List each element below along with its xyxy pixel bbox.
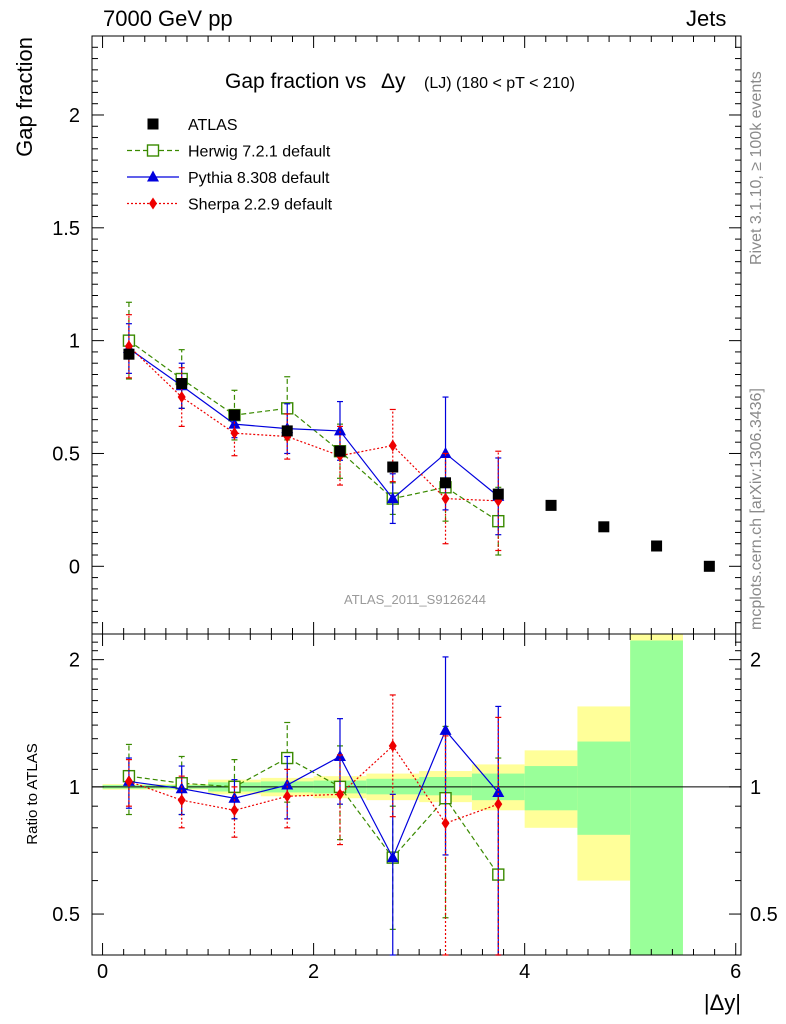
data-point-atlas bbox=[228, 409, 240, 421]
x-tick-label: 2 bbox=[308, 961, 319, 983]
ratio-point-pythia-8-308-default bbox=[281, 778, 294, 790]
legend-marker-pythia-8-308-default bbox=[147, 170, 159, 182]
x-tick-label: 4 bbox=[519, 961, 530, 983]
legend-label-pythia-8-308-default: Pythia 8.308 default bbox=[188, 170, 330, 187]
y-tick-label: 0 bbox=[69, 556, 80, 578]
series-marks bbox=[122, 301, 715, 956]
legend-marker-sherpa-2-2-9-default bbox=[149, 197, 157, 210]
axis-ticks: 0 2 4 6 0 0.5 1 1.5 2 0.5 0.5 1 1 2 2 bbox=[52, 36, 778, 983]
chart-title-main: Gap fraction vs bbox=[225, 70, 366, 93]
data-point-pythia-8-308-default bbox=[333, 424, 346, 436]
legend-marker-herwig-7-2-1-default bbox=[146, 144, 160, 157]
series-atlas bbox=[123, 348, 715, 572]
ratio-point-sherpa-2-2-9-default bbox=[124, 775, 133, 788]
ratio-plot-frame bbox=[91, 633, 742, 956]
ratio-band-green bbox=[630, 640, 683, 955]
mcplots-label: mcplots.cern.ch [arXiv:1306.3436] bbox=[748, 388, 765, 630]
data-point-atlas bbox=[387, 461, 399, 473]
y-tick-label: 1 bbox=[69, 331, 80, 353]
analysis-id-label: ATLAS_2011_S9126244 bbox=[344, 592, 486, 607]
data-point-atlas bbox=[651, 540, 663, 552]
ratio-point-pythia-8-308-default bbox=[492, 785, 505, 797]
ratio-y-tick-label-right: 1 bbox=[750, 777, 761, 799]
data-point-atlas bbox=[545, 499, 557, 511]
ratio-y-tick-label: 2 bbox=[69, 650, 80, 672]
data-point-atlas bbox=[176, 378, 188, 390]
ratio-line-herwig-7-2-1-default bbox=[128, 757, 499, 875]
data-point-atlas bbox=[281, 425, 293, 437]
ratio-line-pythia-8-308-default bbox=[128, 729, 499, 860]
x-tick-label: 6 bbox=[730, 961, 741, 983]
ratio-point-sherpa-2-2-9-default bbox=[230, 804, 239, 817]
ratio-point-sherpa-2-2-9-default bbox=[441, 817, 450, 830]
ratio-point-sherpa-2-2-9-default bbox=[283, 790, 292, 803]
data-point-pythia-8-308-default bbox=[439, 446, 452, 458]
data-point-sherpa-2-2-9-default bbox=[177, 391, 186, 404]
ratio-y-tick-label: 1 bbox=[69, 777, 80, 799]
series-line-pythia-8-308-default bbox=[128, 348, 499, 500]
ratio-band-green bbox=[524, 766, 578, 811]
header-right-label: Jets bbox=[686, 6, 727, 31]
plot-frames bbox=[91, 35, 742, 956]
data-point-atlas bbox=[598, 521, 610, 533]
legend-label-atlas: ATLAS bbox=[188, 117, 238, 134]
y-tick-label: 0.5 bbox=[52, 443, 80, 465]
data-point-atlas bbox=[703, 560, 715, 572]
ratio-point-pythia-8-308-default bbox=[386, 851, 399, 863]
header-left-label: 7000 GeV pp bbox=[103, 6, 233, 31]
rivet-label: Rivet 3.1.10, ≥ 100k events bbox=[748, 71, 765, 265]
legend: ATLAS Herwig 7.2.1 default Pythia 8.308 de… bbox=[127, 117, 333, 214]
legend-marker-atlas bbox=[147, 118, 159, 130]
data-point-atlas bbox=[440, 477, 452, 489]
ratio-point-sherpa-2-2-9-default bbox=[177, 794, 186, 807]
ratio-y-tick-label-right: 0.5 bbox=[750, 904, 778, 926]
data-point-atlas bbox=[492, 488, 504, 500]
ratio-point-sherpa-2-2-9-default bbox=[335, 788, 344, 801]
ratio-y-tick-label: 0.5 bbox=[52, 904, 80, 926]
data-point-pythia-8-308-default bbox=[386, 492, 399, 504]
legend-label-herwig-7-2-1-default: Herwig 7.2.1 default bbox=[188, 144, 331, 161]
chart-title-sub: (LJ) (180 < pT < 210) bbox=[424, 75, 575, 92]
ratio-point-sherpa-2-2-9-default bbox=[494, 798, 503, 811]
data-point-sherpa-2-2-9-default bbox=[230, 427, 239, 440]
ratio-y-tick-label-right: 2 bbox=[750, 650, 761, 672]
ratio-point-sherpa-2-2-9-default bbox=[388, 739, 397, 752]
data-point-sherpa-2-2-9-default bbox=[441, 492, 450, 505]
ratio-y-axis-label: Ratio to ATLAS bbox=[24, 743, 41, 844]
data-point-atlas bbox=[123, 348, 135, 360]
ratio-line-sherpa-2-2-9-default bbox=[128, 744, 499, 824]
data-point-sherpa-2-2-9-default bbox=[388, 439, 397, 452]
x-axis-label: |Δy| bbox=[704, 990, 741, 1015]
y-tick-label: 1.5 bbox=[52, 218, 80, 240]
y-tick-label: 2 bbox=[69, 105, 80, 127]
legend-label-sherpa-2-2-9-default: Sherpa 2.2.9 default bbox=[188, 197, 333, 214]
y-axis-label: Gap fraction bbox=[12, 37, 37, 157]
data-point-atlas bbox=[334, 445, 346, 457]
ratio-band-green bbox=[577, 741, 631, 835]
ratio-point-pythia-8-308-default bbox=[439, 723, 452, 735]
x-tick-label: 0 bbox=[97, 961, 108, 983]
chart-title-delta: Δy bbox=[381, 70, 406, 93]
